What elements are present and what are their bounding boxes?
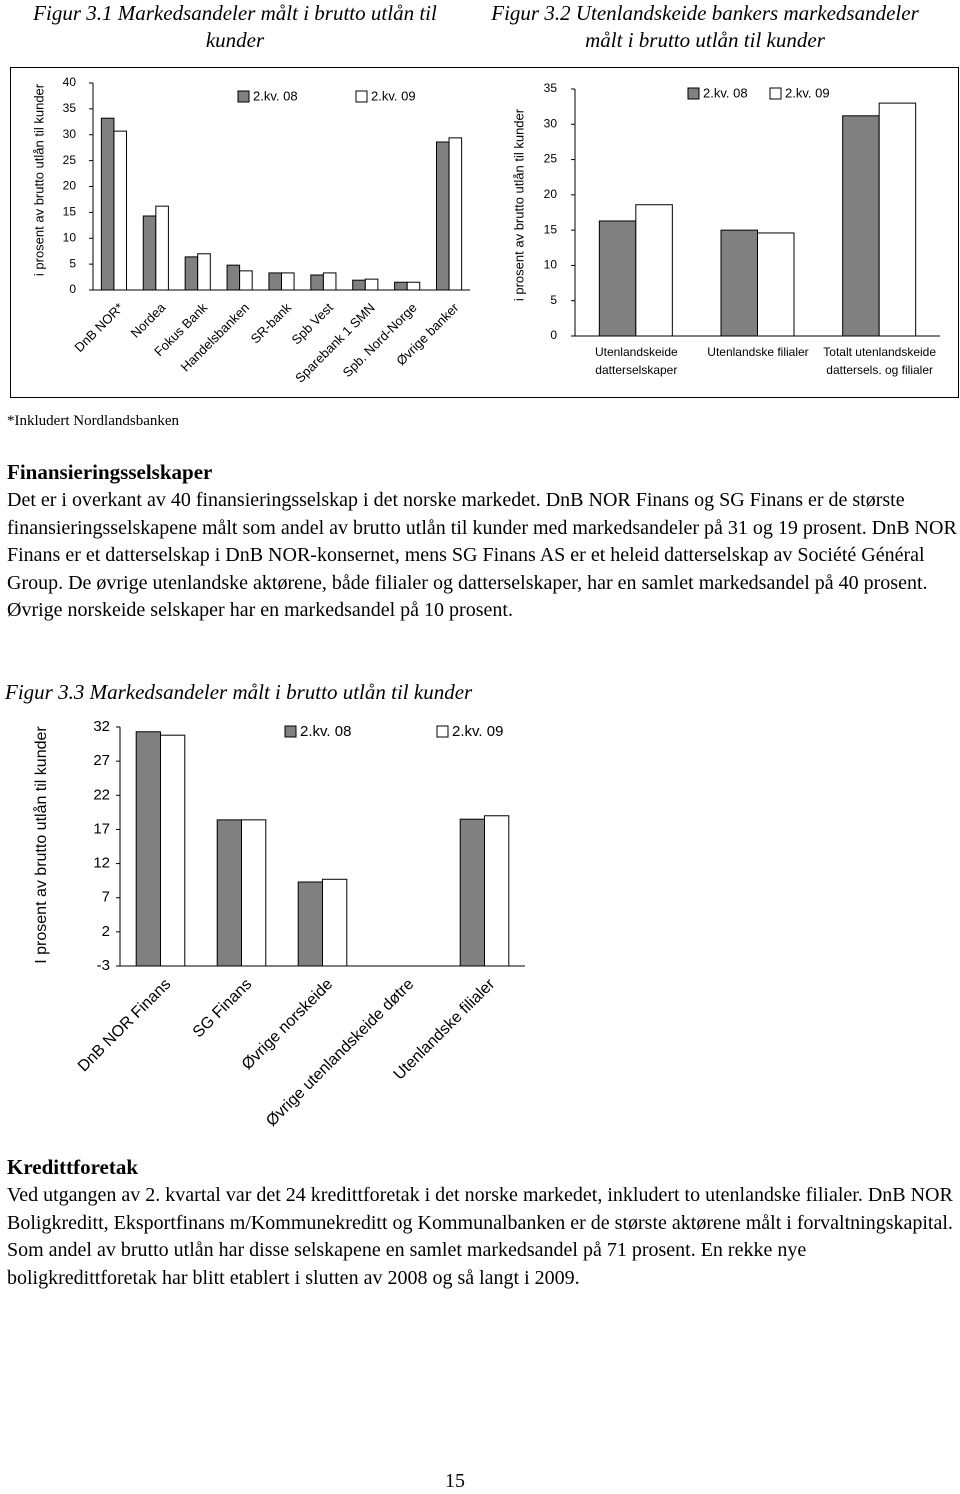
bar — [281, 272, 295, 291]
paragraph: Ved utgangen av 2. kvartal var det 24 kr… — [7, 1184, 953, 1289]
bar — [757, 232, 795, 337]
bar — [241, 819, 267, 967]
x-tick-label: Totalt utenlandskeide dattersels. og fil… — [823, 345, 937, 377]
bar — [226, 264, 241, 291]
bar — [239, 270, 253, 291]
x-tick-label: SG Finans — [190, 976, 255, 1041]
y-tick-label: 5 — [550, 293, 557, 307]
x-tick-label: Øvrige utenlandskeide døtre — [263, 976, 417, 1130]
x-tick-label: Spb. Nord-Norge — [340, 300, 420, 380]
legend-swatch — [687, 87, 700, 100]
y-tick-label: 27 — [93, 752, 110, 769]
bar — [310, 274, 324, 291]
y-tick-label: 30 — [544, 116, 558, 130]
y-tick-label: 5 — [69, 256, 76, 270]
legend-label: 2.kv. 08 — [300, 723, 351, 740]
bar — [135, 731, 161, 967]
bar — [435, 141, 450, 291]
bar — [352, 279, 366, 291]
y-tick-label: 2 — [102, 923, 110, 940]
section-heading: Kredittforetak — [7, 1155, 139, 1179]
paragraph: Det er i overkant av 40 finansieringssel… — [7, 489, 957, 621]
y-tick-label: 32 — [93, 718, 110, 735]
bar — [459, 818, 486, 967]
legend-swatch — [436, 725, 449, 738]
y-axis-title: i prosent av brutto utlån til kunder — [31, 83, 46, 276]
y-tick-label: 25 — [63, 153, 77, 167]
bar — [448, 137, 463, 291]
y-tick-label: 15 — [63, 205, 77, 219]
chart-frame — [10, 67, 959, 398]
x-tick-label: Utenlandske filialer — [707, 345, 809, 359]
x-tick-label: DnB NOR Finans — [75, 976, 174, 1075]
x-tick-label: Utenlandskeide datterselskaper — [594, 345, 678, 377]
bar — [598, 220, 637, 337]
y-tick-label: 30 — [63, 127, 77, 141]
bar — [720, 229, 758, 337]
bar — [297, 881, 324, 967]
y-tick-label: 0 — [550, 328, 557, 342]
y-tick-label: 17 — [93, 820, 110, 837]
bar — [113, 130, 128, 291]
x-tick-label: Nordea — [128, 299, 169, 340]
y-tick-label: 0 — [69, 282, 76, 296]
y-tick-label: 35 — [63, 101, 77, 115]
legend-label: 2.kv. 09 — [371, 88, 416, 103]
figure-title: Figur 3.2 Utenlandskeide bankers markeds… — [491, 1, 919, 52]
bar — [484, 815, 510, 967]
figure-title: Figur 3.3 Markedsandeler målt i brutto u… — [5, 680, 473, 704]
y-tick-label: 7 — [102, 889, 110, 906]
y-tick-label: 12 — [93, 855, 110, 872]
page-number: 15 — [445, 1470, 465, 1492]
y-tick-label: 40 — [63, 75, 77, 89]
bar — [406, 281, 421, 291]
bar — [364, 278, 379, 291]
x-tick-label: SR-bank — [248, 300, 295, 347]
y-tick-label: 15 — [544, 222, 558, 236]
y-tick-label: 22 — [93, 786, 110, 803]
bar — [842, 115, 880, 337]
bar — [184, 256, 199, 291]
bar — [100, 117, 115, 291]
bar — [155, 205, 169, 291]
x-tick-label: DnB NOR* — [71, 300, 126, 355]
legend-swatch — [284, 725, 297, 738]
legend-label: 2.kv. 09 — [785, 85, 830, 100]
y-tick-label: -3 — [97, 957, 110, 974]
y-tick-label: 10 — [544, 258, 558, 272]
bar — [322, 878, 348, 967]
bar — [322, 272, 337, 291]
y-tick-label: 20 — [544, 187, 558, 201]
y-axis-title: I prosent av brutto utlån til kunder — [32, 726, 50, 964]
bar — [878, 102, 917, 337]
y-tick-label: 20 — [63, 179, 77, 193]
legend-swatch — [237, 90, 250, 103]
bar — [268, 272, 282, 291]
y-tick-label: 35 — [544, 81, 558, 95]
legend-label: 2.kv. 09 — [452, 723, 503, 740]
bar — [160, 734, 186, 967]
legend-label: 2.kv. 08 — [253, 88, 298, 103]
footnote: *Inkludert Nordlandsbanken — [7, 413, 180, 429]
bar — [394, 281, 408, 291]
y-tick-label: 10 — [63, 230, 77, 244]
section-heading: Finansieringsselskaper — [7, 460, 213, 484]
bar — [142, 215, 157, 291]
figure-title: Figur 3.1 Markedsandeler målt i brutto u… — [33, 1, 437, 52]
legend-swatch — [355, 90, 368, 103]
y-axis-title: i prosent av brutto utlån til kunder — [511, 108, 526, 301]
bar — [216, 819, 242, 967]
y-tick-label: 25 — [544, 152, 558, 166]
bar — [197, 253, 211, 291]
legend-swatch — [769, 87, 782, 100]
bar — [635, 204, 673, 337]
legend-label: 2.kv. 08 — [703, 85, 748, 100]
